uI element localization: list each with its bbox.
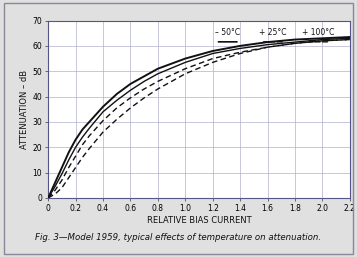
Text: + 25°C: + 25°C <box>259 29 287 38</box>
Text: + 100°C: + 100°C <box>302 29 335 38</box>
Text: Fig. 3—Model 1959, typical effects of temperature on attenuation.: Fig. 3—Model 1959, typical effects of te… <box>35 233 322 242</box>
Text: – 50°C: – 50°C <box>215 29 240 38</box>
X-axis label: RELATIVE BIAS CURRENT: RELATIVE BIAS CURRENT <box>147 216 251 225</box>
Y-axis label: ATTENUATION – dB: ATTENUATION – dB <box>20 70 29 149</box>
